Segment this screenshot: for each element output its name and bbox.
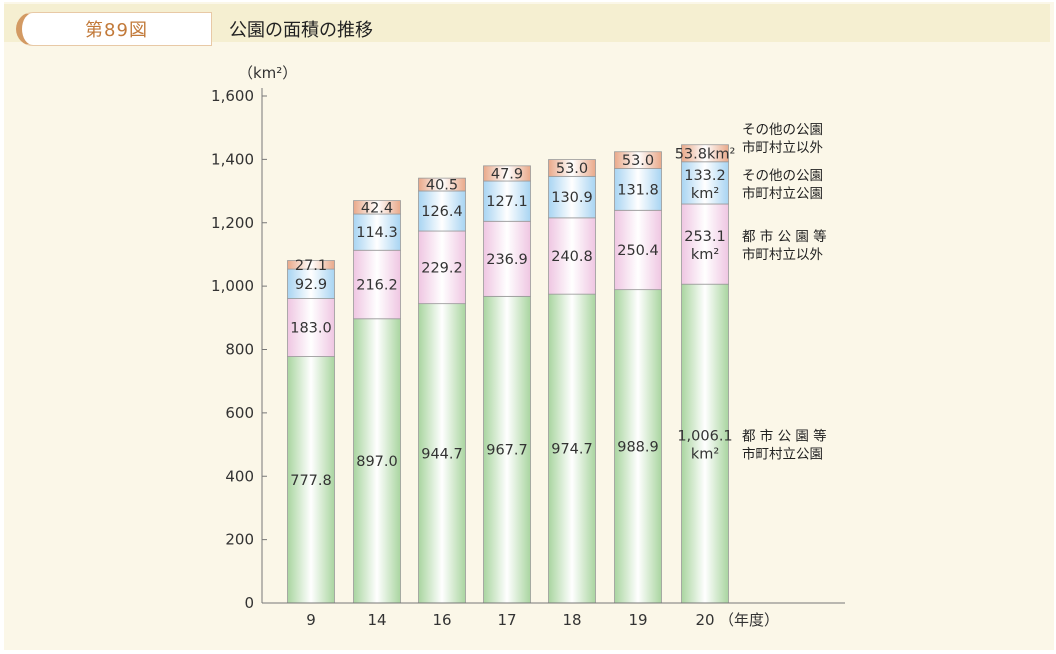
bar-segment-16-s2 [418, 190, 466, 232]
bar-segment-20-s2 [681, 161, 729, 205]
bar-segment-16-s1 [418, 230, 466, 305]
bar-segment-17-s2 [483, 180, 531, 222]
bar-segment-19-s2 [614, 168, 662, 211]
bar-label-18-s3: 53.0 [556, 161, 588, 177]
bars-layer [287, 144, 729, 604]
x-tick-label-14: 14 [367, 611, 386, 629]
bar-label-17-s3: 47.9 [491, 166, 523, 182]
bar-label-17-s2: 127.1 [486, 194, 528, 210]
bar-segment-16-s3 [418, 177, 466, 192]
legend-line2-2: 市町村立公園 [742, 185, 823, 202]
y-tick-label-1400: 1,400 [211, 150, 254, 168]
bar-segment-14-s3 [353, 200, 401, 215]
x-tick-label-17: 17 [497, 611, 516, 629]
x-tick-label-19: 19 [628, 611, 647, 629]
bar-label-18-s0: 974.7 [551, 442, 593, 458]
y-tick-label-1000: 1,000 [211, 277, 254, 295]
bar-segment-17-s1 [483, 220, 531, 297]
bar-label-16-s1: 229.2 [421, 260, 463, 276]
bar-label-20-s0: 1,006.1 [677, 429, 732, 445]
bar-label-9-s3: 27.1 [295, 258, 327, 274]
bar-label-16-s2: 126.4 [421, 204, 463, 220]
bar-label-19-s1: 250.4 [617, 243, 659, 259]
bar-label-14-s0: 897.0 [356, 454, 398, 470]
bar-segment-20-s3 [681, 144, 729, 163]
x-tick-label-16: 16 [432, 611, 451, 629]
bar-label-14-s2: 114.3 [356, 225, 398, 241]
bar-segment-9-s3 [287, 260, 335, 270]
bar-label-20-s2: 133.2 [684, 168, 726, 184]
figure-number: 第89図 [85, 20, 148, 41]
bar-segment-17-s0 [483, 295, 531, 604]
bar-label-9-s2: 92.9 [295, 277, 327, 293]
figure-header: 第89図 公園の面積の推移 [4, 4, 1050, 46]
bar-label-19-s0: 988.9 [617, 439, 659, 455]
bar-label-20-s1: 253.1 [684, 229, 726, 245]
bar-label-17-s0: 967.7 [486, 443, 528, 459]
x-tick-label-9: 9 [306, 611, 316, 629]
y-tick-label-600: 600 [225, 404, 254, 422]
y-tick-label-1200: 1,200 [211, 214, 254, 232]
bar-label-14-s1: 216.2 [356, 278, 398, 294]
bar-unit-20-s2: km² [691, 186, 719, 202]
figure-title: 公園の面積の推移 [229, 20, 373, 41]
bar-segment-19-s0 [614, 289, 662, 604]
figure-number-tab: 第89図 [16, 12, 212, 46]
bar-segment-19-s1 [614, 209, 662, 291]
bar-segment-20-s1 [681, 203, 729, 285]
bar-label-9-s0: 777.8 [290, 473, 332, 489]
bar-label-20-s3: 53.8km² [675, 146, 736, 162]
bar-segment-17-s3 [483, 165, 531, 182]
bar-segment-19-s3 [614, 151, 662, 169]
legend-line2-3: 市町村立以外 [742, 139, 823, 156]
legend-line1-3: その他の公園 [742, 122, 823, 138]
bar-label-19-s2: 131.8 [617, 182, 659, 198]
y-tick-label-400: 400 [225, 467, 254, 485]
y-tick-label-0: 0 [244, 594, 254, 612]
bar-segment-18-s3 [548, 159, 596, 177]
bar-label-16-s3: 40.5 [426, 178, 458, 194]
bar-unit-20-s0: km² [691, 447, 719, 463]
bar-unit-20-s1: km² [691, 247, 719, 263]
bar-label-19-s3: 53.0 [622, 153, 654, 169]
bar-segment-14-s0 [353, 318, 401, 604]
x-tick-label-18: 18 [562, 611, 581, 629]
legend-line2-1: 市町村立以外 [742, 246, 823, 263]
bar-label-18-s1: 240.8 [551, 249, 593, 265]
x-axis-unit-label: （年度） [719, 611, 779, 629]
y-axis-unit-label: （km²） [238, 64, 297, 82]
legend-line1-0: 都 市 公 園 等 [742, 428, 827, 445]
bar-segment-18-s0 [548, 293, 596, 604]
y-tick-label-1600: 1,600 [211, 87, 254, 105]
bar-segment-20-s0 [681, 283, 729, 604]
legend-line1-2: その他の公園 [742, 168, 823, 184]
bar-label-9-s1: 183.0 [290, 321, 332, 337]
y-tick-label-200: 200 [225, 531, 254, 549]
bar-segment-16-s0 [418, 303, 466, 604]
labels-layer: 777.8 183.0 92.9 27.1 897.0 216.2 114.3 42.4 944… [290, 146, 735, 489]
legend-line2-0: 市町村立公園 [742, 446, 823, 463]
y-tick-label-800: 800 [225, 341, 254, 359]
bar-label-16-s0: 944.7 [421, 446, 463, 462]
bar-label-18-s2: 130.9 [551, 190, 593, 206]
bar-label-14-s3: 42.4 [361, 200, 393, 216]
bar-label-17-s1: 236.9 [486, 252, 528, 268]
x-tick-label-20: 20 [695, 611, 714, 629]
legend-line1-1: 都 市 公 園 等 [742, 228, 827, 245]
axes-layer: 0 200 400 600 800 1,000 1,200 1,400 1,600 （km²） 9 1… [211, 64, 845, 629]
bar-segment-18-s1 [548, 217, 596, 295]
